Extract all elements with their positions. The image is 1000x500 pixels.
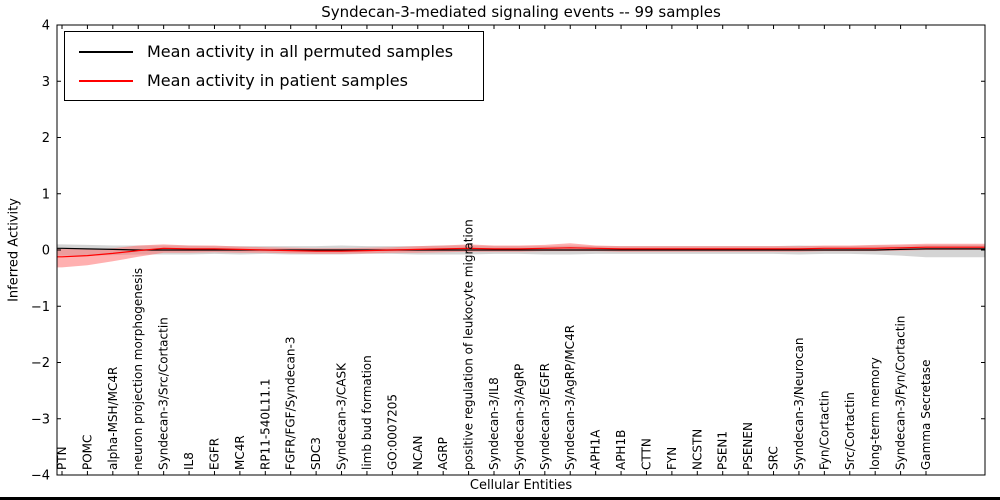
x-tick-label: Syndecan-3/CASK: [335, 362, 349, 470]
legend-label-permuted: Mean activity in all permuted samples: [147, 42, 454, 61]
x-tick-label: Syndecan-3/Neurocan: [792, 338, 806, 470]
y-tick-label: 0: [42, 244, 50, 259]
x-tick-label: FGFR/FGF/Syndecan-3: [284, 337, 298, 470]
x-tick-label: Syndecan-3/IL8: [487, 377, 501, 470]
x-tick-label: Syndecan-3/Src/Cortactin: [157, 317, 171, 470]
series-line-0: [57, 247, 985, 251]
x-tick-label: APH1B: [614, 430, 628, 470]
x-tick-label: IL8: [182, 452, 196, 470]
y-tick-label: 1: [42, 187, 50, 202]
x-tick-label: Syndecan-3/AgRP: [512, 364, 526, 470]
x-tick-label: MC4R: [233, 435, 247, 470]
x-tick-label: long-term memory: [868, 357, 882, 470]
x-tick-label: PSENEN: [741, 422, 755, 470]
legend-line-sample-black: [79, 50, 133, 53]
x-tick-label: SDC3: [309, 437, 323, 470]
x-tick-label: AGRP: [436, 437, 450, 470]
legend-entry-patient: Mean activity in patient samples: [79, 71, 453, 90]
y-tick-label: 4: [42, 19, 50, 34]
x-tick-label: GO:0007205: [385, 394, 399, 470]
series-line-1: [57, 246, 985, 258]
x-tick-label: CTTN: [639, 438, 653, 470]
x-axis-label: Cellular Entities: [469, 478, 573, 493]
legend-label-patient: Mean activity in patient samples: [147, 71, 408, 90]
x-tick-label: Syndecan-3/Fyn/Cortactin: [894, 316, 908, 470]
x-tick-label: RP11-540L11.1: [258, 379, 272, 470]
x-tick-label: positive regulation of leukocyte migrati…: [462, 219, 476, 470]
x-tick-label: PSEN1: [716, 431, 730, 470]
x-tick-label: EGFR: [207, 438, 221, 470]
x-tick-label: PTN: [55, 446, 69, 470]
x-tick-label: FYN: [665, 447, 679, 470]
y-tick-label: −2: [31, 356, 50, 371]
y-axis-label: Inferred Activity: [6, 198, 22, 302]
x-tick-label: SRC: [767, 446, 781, 470]
x-tick-label: limb bud formation: [360, 355, 374, 470]
x-tick-label: Src/Cortactin: [843, 392, 857, 470]
legend-entry-permuted: Mean activity in all permuted samples: [79, 42, 453, 61]
legend-line-sample-red: [79, 79, 133, 82]
x-tick-label: Fyn/Cortactin: [817, 390, 831, 470]
y-tick-label: 3: [42, 75, 50, 90]
y-tick-label: −4: [31, 469, 50, 484]
x-tick-label: Syndecan-3/EGFR: [538, 363, 552, 470]
y-tick-label: −1: [31, 300, 50, 315]
y-tick-label: −3: [31, 412, 50, 427]
x-tick-label: NCAN: [411, 435, 425, 470]
series-band-1: [57, 243, 985, 268]
x-tick-label: Syndecan-3/AgRP/MC4R: [563, 325, 577, 470]
x-tick-label: NCSTN: [690, 429, 704, 470]
legend-box: Mean activity in all permuted samples Me…: [64, 31, 485, 101]
x-tick-label: POMC: [80, 435, 94, 470]
chart-title: Syndecan-3-mediated signaling events -- …: [321, 3, 721, 21]
x-tick-label: APH1A: [589, 429, 603, 470]
x-tick-label: alpha-MSH/MC4R: [106, 367, 120, 470]
x-tick-label: Gamma Secretase: [919, 359, 933, 470]
window-edge: [0, 497, 1000, 500]
x-tick-label: neuron projection morphogenesis: [131, 268, 145, 470]
y-tick-label: 2: [42, 131, 50, 146]
